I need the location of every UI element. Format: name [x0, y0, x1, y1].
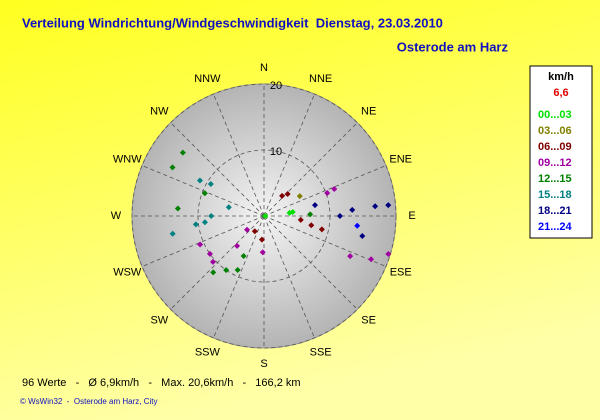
- point: [234, 266, 241, 273]
- legend-entry: 18...21: [538, 205, 572, 217]
- legend-entry: 00...03: [538, 109, 572, 121]
- legend-entry: 06...09: [538, 141, 572, 153]
- direction-label: N: [260, 62, 268, 74]
- direction-label: E: [408, 210, 415, 222]
- spoke: [263, 215, 387, 267]
- point: [207, 181, 214, 188]
- legend-title: km/h: [548, 71, 574, 83]
- direction-label: SSE: [310, 347, 332, 359]
- point: [234, 242, 241, 249]
- point: [206, 250, 213, 257]
- direction-label: S: [260, 358, 267, 370]
- spoke: [213, 93, 265, 217]
- point: [296, 193, 303, 200]
- point: [359, 233, 366, 240]
- point: [349, 206, 356, 213]
- point: [201, 190, 208, 197]
- point: [197, 241, 204, 248]
- spoke: [141, 215, 265, 267]
- point: [201, 219, 208, 226]
- legend-entry: 12...15: [538, 173, 572, 185]
- point: [279, 192, 286, 199]
- r-tick-label: 10: [270, 146, 282, 158]
- point: [251, 228, 258, 235]
- point: [336, 213, 343, 219]
- direction-label: ENE: [389, 153, 412, 165]
- legend-entry: 21...24: [538, 221, 573, 233]
- point: [308, 222, 315, 229]
- grid-ring: [131, 83, 397, 349]
- point: [284, 190, 291, 197]
- point: [258, 236, 265, 243]
- point: [324, 189, 331, 196]
- point: [196, 177, 203, 184]
- legend-entry: 03...06: [538, 125, 572, 137]
- point: [225, 204, 232, 211]
- r-tick-label: 20: [270, 80, 282, 92]
- direction-label: ESE: [390, 267, 412, 279]
- point: [385, 202, 392, 209]
- legend-entry: 09...12: [538, 157, 572, 169]
- point: [385, 251, 392, 258]
- direction-label: WNW: [113, 153, 142, 165]
- current-value: 6,6: [553, 87, 568, 99]
- point: [209, 258, 216, 265]
- point: [179, 149, 186, 156]
- point: [174, 205, 181, 212]
- point: [286, 209, 293, 216]
- direction-label: NNW: [194, 73, 221, 85]
- grid-ring: [197, 149, 331, 283]
- point: [169, 164, 176, 171]
- spoke: [170, 122, 265, 217]
- point: [210, 269, 217, 276]
- stats: 96 Werte - Ø 6,9km/h - Max. 20,6km/h - 1…: [22, 377, 301, 389]
- footer: © WsWin32 - Osterode am Harz, City: [20, 397, 157, 406]
- point: [192, 221, 199, 228]
- point: [262, 213, 269, 219]
- point: [297, 216, 304, 223]
- point: [208, 213, 215, 219]
- spoke: [263, 122, 358, 217]
- point: [331, 186, 338, 193]
- point: [354, 222, 361, 229]
- legend-entry: 15...18: [538, 189, 572, 201]
- point: [368, 256, 375, 263]
- point: [347, 253, 354, 260]
- direction-label: WSW: [113, 267, 142, 279]
- point: [169, 230, 176, 237]
- point: [372, 203, 379, 210]
- direction-label: W: [111, 210, 122, 222]
- direction-label: NNE: [309, 73, 332, 85]
- direction-label: NE: [361, 105, 376, 117]
- point: [223, 267, 230, 274]
- location: Osterode am Harz: [397, 39, 509, 54]
- point: [259, 249, 266, 256]
- point: [240, 252, 247, 259]
- point: [318, 226, 325, 233]
- direction-label: SW: [150, 315, 168, 327]
- point: [307, 211, 314, 218]
- legend-box: [529, 65, 593, 239]
- chart-title: Verteilung Windrichtung/Windgeschwindigk…: [22, 15, 443, 30]
- direction-label: SSW: [195, 347, 221, 359]
- direction-label: NW: [150, 105, 169, 117]
- direction-label: SE: [361, 315, 376, 327]
- point: [244, 226, 251, 233]
- point: [312, 202, 319, 209]
